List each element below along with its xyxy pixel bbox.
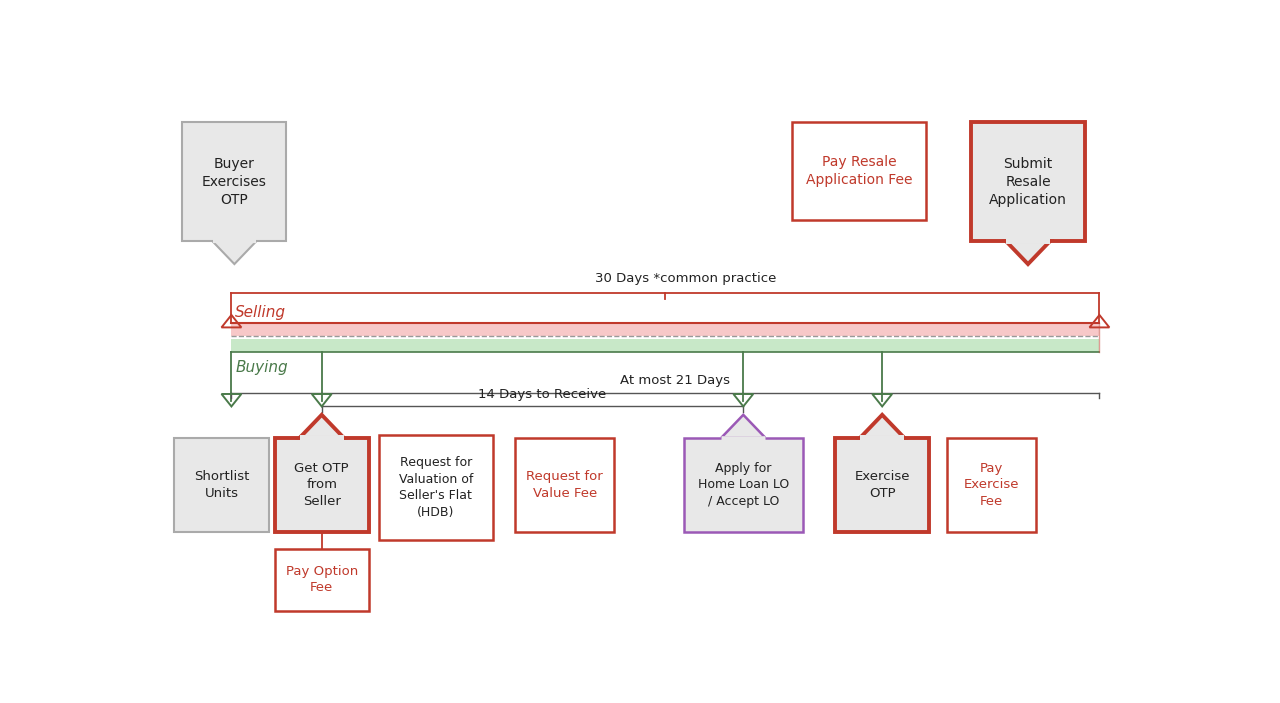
FancyBboxPatch shape — [792, 122, 927, 219]
Text: Submit
Resale
Application: Submit Resale Application — [989, 157, 1068, 207]
Text: Request for
Valuation of
Seller's Flat
(HDB): Request for Valuation of Seller's Flat (… — [398, 456, 474, 519]
FancyBboxPatch shape — [835, 437, 929, 532]
FancyBboxPatch shape — [275, 437, 369, 532]
Text: Exercise
OTP: Exercise OTP — [855, 470, 910, 500]
FancyBboxPatch shape — [515, 437, 614, 532]
Text: Selling: Selling — [236, 305, 287, 320]
Text: Pay Option
Fee: Pay Option Fee — [285, 565, 358, 595]
Text: 30 Days *common practice: 30 Days *common practice — [595, 272, 776, 285]
Text: Get OTP
from
Seller: Get OTP from Seller — [294, 462, 349, 508]
Text: Pay Resale
Application Fee: Pay Resale Application Fee — [806, 155, 913, 187]
Text: Pay
Exercise
Fee: Pay Exercise Fee — [964, 462, 1019, 508]
FancyBboxPatch shape — [182, 122, 287, 241]
FancyBboxPatch shape — [232, 323, 1100, 336]
Polygon shape — [1006, 241, 1050, 264]
Polygon shape — [300, 415, 343, 437]
Polygon shape — [860, 415, 904, 437]
FancyBboxPatch shape — [684, 437, 803, 532]
Text: Buying: Buying — [236, 361, 288, 375]
Text: Apply for
Home Loan LO
/ Accept LO: Apply for Home Loan LO / Accept LO — [698, 462, 788, 508]
Polygon shape — [212, 241, 256, 264]
Text: 14 Days to Receive: 14 Days to Receive — [479, 388, 607, 401]
Polygon shape — [722, 415, 765, 437]
Text: At most 21 Days: At most 21 Days — [621, 375, 731, 387]
Text: Shortlist
Units: Shortlist Units — [193, 470, 250, 500]
FancyBboxPatch shape — [275, 548, 369, 611]
Text: Buyer
Exercises
OTP: Buyer Exercises OTP — [202, 157, 266, 207]
FancyBboxPatch shape — [174, 437, 269, 532]
FancyBboxPatch shape — [947, 437, 1036, 532]
FancyBboxPatch shape — [232, 339, 1100, 352]
Text: Request for
Value Fee: Request for Value Fee — [526, 470, 603, 500]
FancyBboxPatch shape — [972, 122, 1085, 241]
FancyBboxPatch shape — [379, 435, 493, 541]
